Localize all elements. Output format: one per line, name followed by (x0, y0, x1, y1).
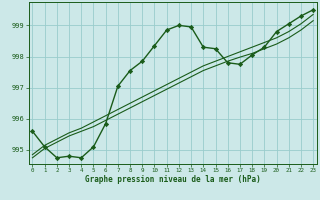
X-axis label: Graphe pression niveau de la mer (hPa): Graphe pression niveau de la mer (hPa) (85, 175, 261, 184)
